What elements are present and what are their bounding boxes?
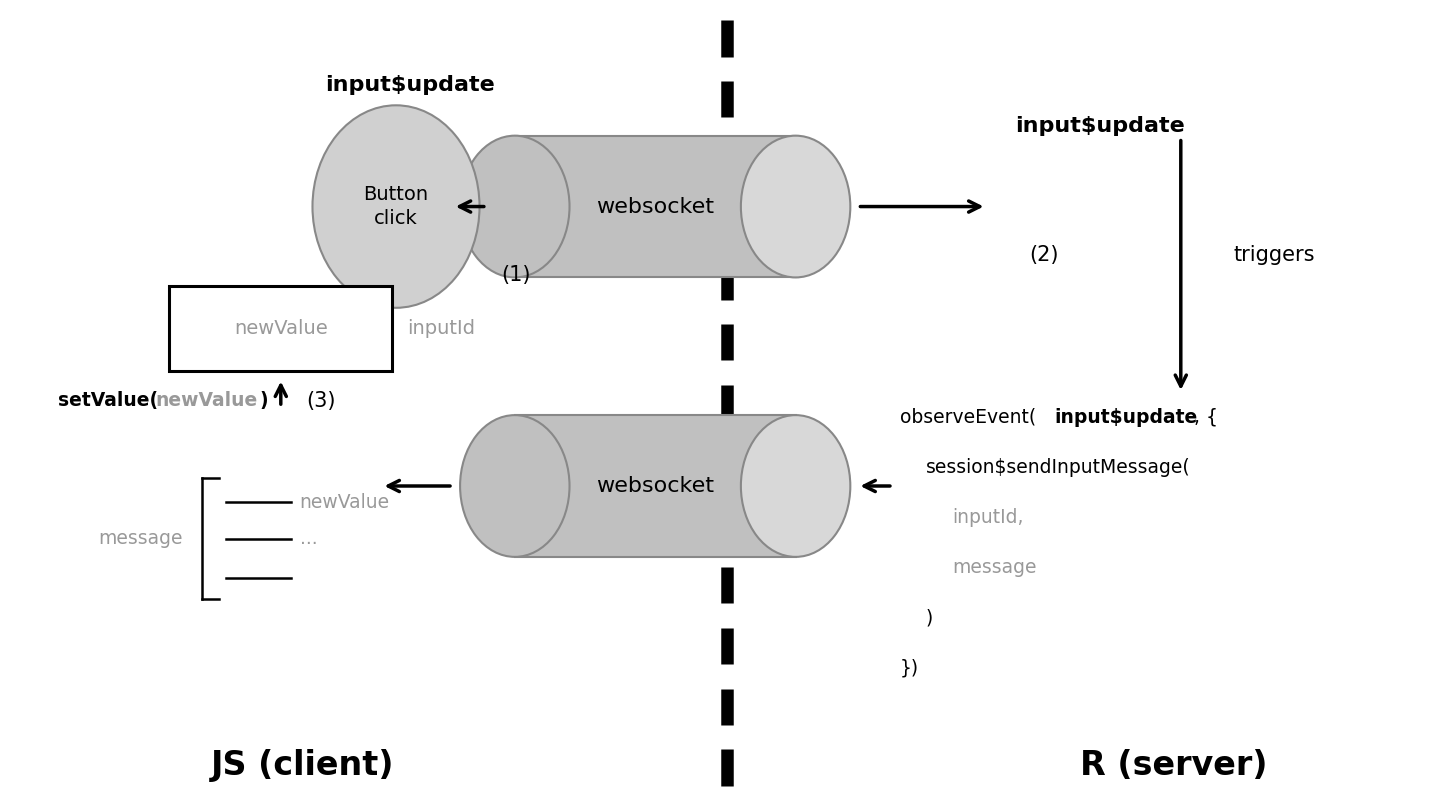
Text: newValue: newValue: [300, 492, 390, 512]
Text: JS (client): JS (client): [210, 749, 395, 782]
Text: websocket: websocket: [596, 197, 714, 216]
Text: ): ): [259, 391, 268, 411]
Text: , {: , {: [1194, 407, 1218, 427]
Text: inputId: inputId: [408, 318, 475, 338]
Text: input$update: input$update: [1015, 116, 1185, 135]
Text: input$update: input$update: [325, 75, 495, 95]
Text: }): }): [900, 659, 919, 678]
Text: message: message: [952, 558, 1037, 578]
FancyBboxPatch shape: [170, 286, 392, 371]
Text: (3): (3): [307, 391, 336, 411]
Text: ...: ...: [300, 529, 317, 548]
Text: session$sendInputMessage(: session$sendInputMessage(: [926, 458, 1191, 477]
Text: (1): (1): [501, 266, 530, 285]
Text: ): ): [926, 608, 933, 628]
Text: setValue(: setValue(: [58, 391, 158, 411]
FancyBboxPatch shape: [516, 135, 795, 278]
Text: observeEvent(: observeEvent(: [900, 407, 1037, 427]
Ellipse shape: [461, 415, 570, 557]
Text: inputId,: inputId,: [952, 508, 1024, 527]
Text: Button
click: Button click: [363, 185, 429, 228]
Ellipse shape: [742, 135, 850, 277]
Text: (2): (2): [1030, 245, 1058, 265]
Text: websocket: websocket: [596, 476, 714, 496]
Text: newValue: newValue: [156, 391, 258, 411]
Ellipse shape: [312, 105, 480, 308]
FancyBboxPatch shape: [516, 415, 795, 557]
Text: R (server): R (server): [1080, 749, 1267, 782]
Ellipse shape: [742, 415, 850, 557]
Ellipse shape: [461, 135, 570, 277]
Text: input$update: input$update: [1054, 407, 1197, 427]
Text: message: message: [98, 529, 183, 548]
Text: newValue: newValue: [233, 318, 328, 338]
Text: triggers: triggers: [1234, 245, 1315, 265]
